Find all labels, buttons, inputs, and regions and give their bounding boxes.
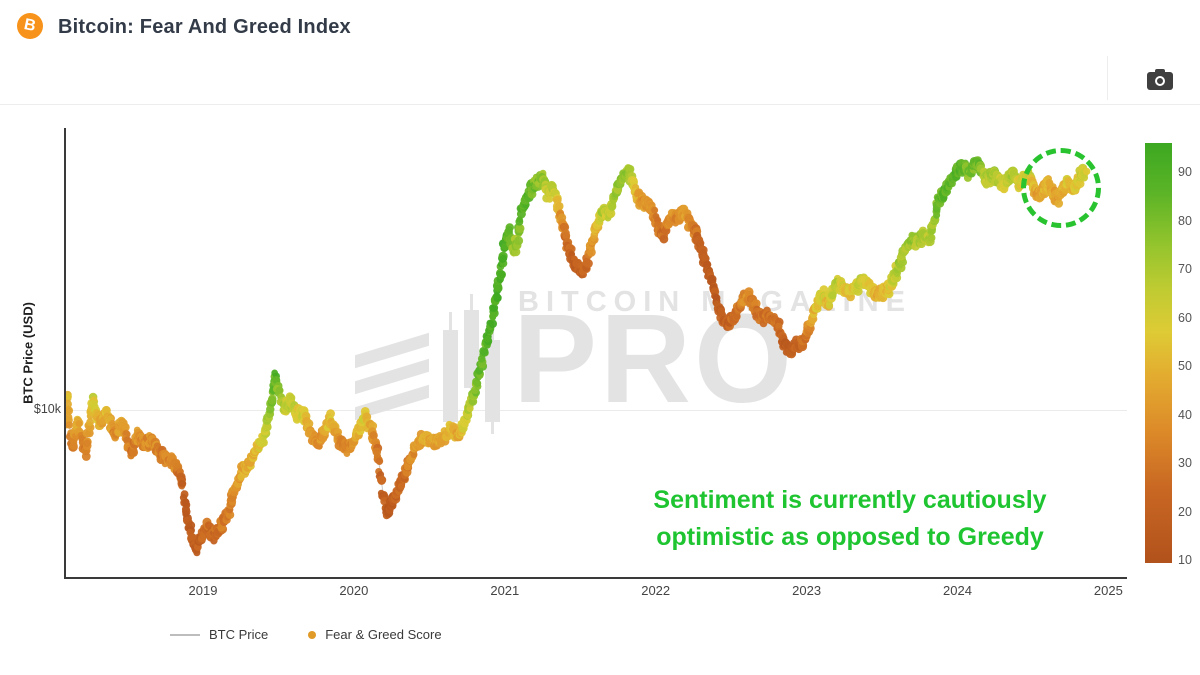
colorbar-tick-label: 60 xyxy=(1178,310,1192,325)
x-tick-label: 2025 xyxy=(1093,583,1123,598)
x-tick-label: 2024 xyxy=(943,583,972,598)
colorbar-tick-label: 20 xyxy=(1178,504,1192,519)
highlight-circle xyxy=(1021,148,1101,228)
colorbar-tick-label: 30 xyxy=(1178,456,1192,470)
x-tick-label: 2019 xyxy=(188,583,218,598)
colorbar-tick-label: 50 xyxy=(1178,359,1192,373)
x-axis-line xyxy=(64,577,1127,579)
colorbar-tick-label: 40 xyxy=(1178,407,1192,422)
colorbar-tick-label: 70 xyxy=(1178,262,1192,276)
x-tick-label: 2021 xyxy=(490,583,520,598)
x-tick-label: 2020 xyxy=(339,583,369,598)
x-tick-label: 2022 xyxy=(641,583,671,598)
y-axis-title: BTC Price (USD) xyxy=(20,302,36,404)
sentiment-annotation: Sentiment is currently cautiously optimi… xyxy=(560,482,1140,556)
y-tick-10k: $10k xyxy=(33,402,61,416)
x-tick-label: 2023 xyxy=(792,583,822,598)
sentiment-annotation-line1: Sentiment is currently cautiously xyxy=(653,486,1047,514)
sentiment-annotation-line2: optimistic as opposed to Greedy xyxy=(656,523,1044,551)
colorbar-tick-label: 10 xyxy=(1178,553,1192,567)
y-axis-line xyxy=(64,128,66,578)
colorbar-tick-label: 90 xyxy=(1178,165,1192,179)
fear-greed-colorbar xyxy=(1145,143,1172,563)
colorbar-tick-label: 80 xyxy=(1178,213,1192,228)
